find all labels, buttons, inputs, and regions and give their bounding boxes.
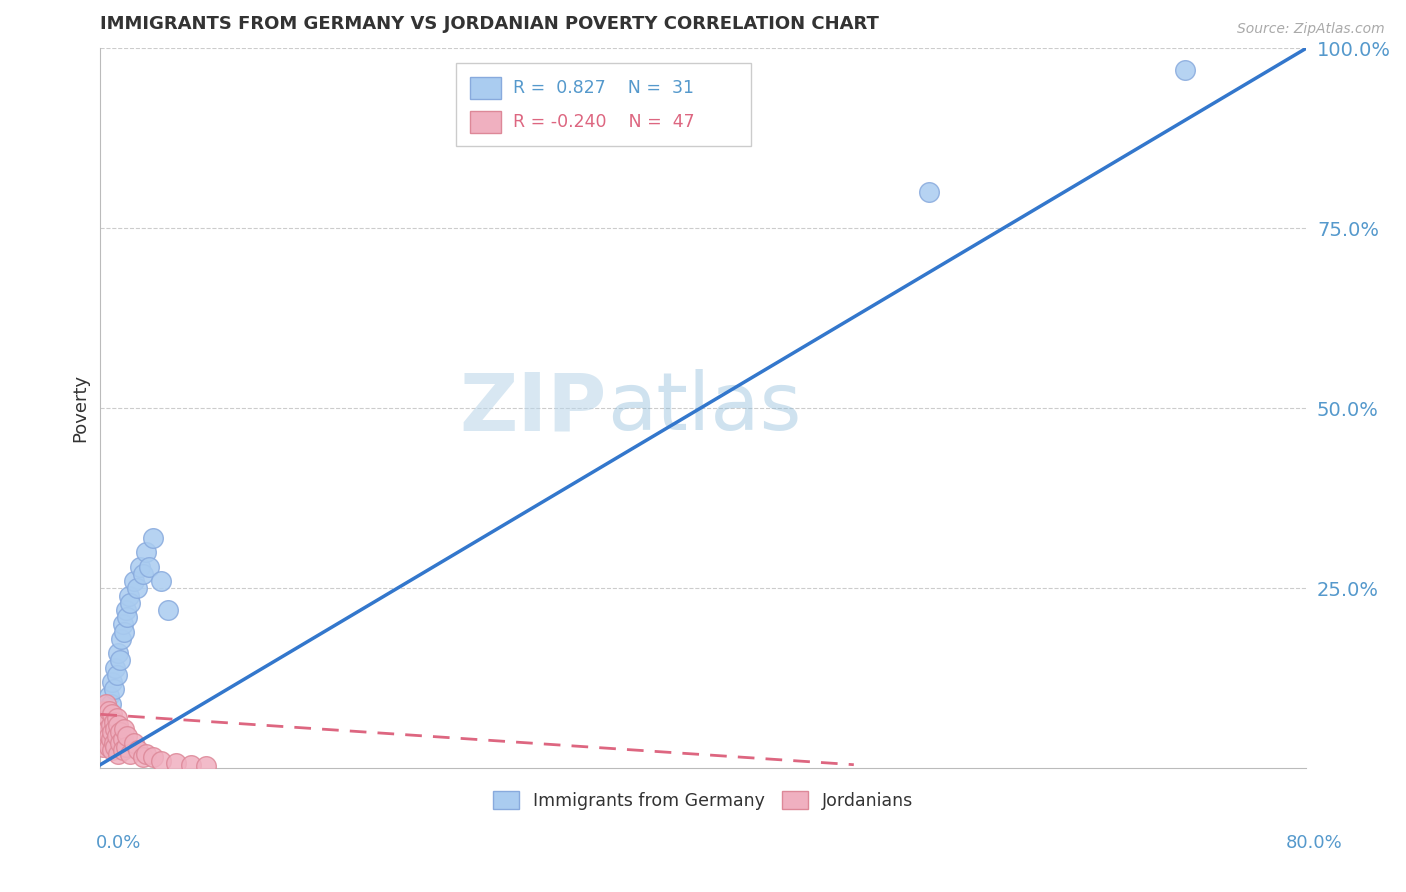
Point bbox=[101, 725, 124, 739]
Point bbox=[96, 704, 118, 718]
Text: R =  0.827    N =  31: R = 0.827 N = 31 bbox=[513, 79, 693, 97]
Point bbox=[94, 725, 117, 739]
Point bbox=[122, 574, 145, 588]
Point bbox=[97, 711, 120, 725]
Point bbox=[108, 653, 131, 667]
Point bbox=[194, 759, 217, 773]
Point bbox=[90, 732, 112, 747]
Bar bbox=[471, 112, 501, 133]
Point bbox=[111, 617, 134, 632]
Point bbox=[101, 743, 124, 757]
Y-axis label: Poverty: Poverty bbox=[72, 375, 89, 442]
Point bbox=[118, 589, 141, 603]
Text: R = -0.240    N =  47: R = -0.240 N = 47 bbox=[513, 113, 695, 131]
Bar bbox=[471, 78, 501, 99]
Point bbox=[138, 559, 160, 574]
Point bbox=[149, 754, 172, 768]
Point bbox=[122, 736, 145, 750]
Point bbox=[97, 722, 120, 736]
Point bbox=[114, 624, 136, 639]
Point bbox=[97, 736, 120, 750]
Point bbox=[98, 729, 121, 743]
Point bbox=[135, 747, 157, 761]
Legend: Immigrants from Germany, Jordanians: Immigrants from Germany, Jordanians bbox=[486, 785, 921, 817]
Point bbox=[1174, 63, 1197, 78]
Point bbox=[128, 559, 150, 574]
Text: IMMIGRANTS FROM GERMANY VS JORDANIAN POVERTY CORRELATION CHART: IMMIGRANTS FROM GERMANY VS JORDANIAN POV… bbox=[100, 15, 879, 33]
Point bbox=[90, 736, 112, 750]
Point bbox=[165, 756, 187, 770]
Point bbox=[918, 186, 941, 200]
Point bbox=[94, 722, 117, 736]
Point bbox=[149, 574, 172, 588]
Point bbox=[103, 682, 125, 697]
Point bbox=[111, 743, 134, 757]
Point bbox=[101, 674, 124, 689]
Point bbox=[104, 739, 127, 754]
Point bbox=[98, 739, 121, 754]
Point bbox=[105, 729, 128, 743]
Point bbox=[105, 711, 128, 725]
Point bbox=[96, 725, 118, 739]
Point bbox=[117, 729, 139, 743]
Point bbox=[94, 704, 117, 718]
Point bbox=[117, 610, 139, 624]
Point bbox=[125, 582, 148, 596]
Point bbox=[142, 750, 165, 764]
Point bbox=[93, 739, 115, 754]
Text: ZIP: ZIP bbox=[460, 369, 606, 448]
Text: atlas: atlas bbox=[606, 369, 801, 448]
Point bbox=[100, 697, 122, 711]
Point bbox=[120, 747, 142, 761]
Point bbox=[101, 707, 124, 722]
Point bbox=[100, 732, 122, 747]
Point bbox=[103, 714, 125, 729]
Point bbox=[96, 697, 118, 711]
Point bbox=[108, 725, 131, 739]
Point bbox=[131, 566, 153, 581]
Bar bbox=[456, 62, 751, 145]
Point bbox=[96, 714, 118, 729]
Point bbox=[111, 732, 134, 747]
Point bbox=[142, 531, 165, 545]
Point bbox=[127, 743, 149, 757]
Point bbox=[97, 711, 120, 725]
Point bbox=[157, 603, 180, 617]
Point bbox=[94, 732, 117, 747]
Point bbox=[93, 718, 115, 732]
Point bbox=[115, 603, 138, 617]
Text: Source: ZipAtlas.com: Source: ZipAtlas.com bbox=[1237, 22, 1385, 37]
Point bbox=[107, 718, 129, 732]
Text: 0.0%: 0.0% bbox=[96, 834, 141, 852]
Point bbox=[100, 718, 122, 732]
Point bbox=[93, 707, 115, 722]
Point bbox=[120, 596, 142, 610]
Point bbox=[90, 718, 112, 732]
Point bbox=[131, 750, 153, 764]
Point bbox=[110, 632, 132, 646]
Point bbox=[93, 729, 115, 743]
Text: 80.0%: 80.0% bbox=[1286, 834, 1343, 852]
Point bbox=[103, 736, 125, 750]
Point bbox=[107, 646, 129, 660]
Point bbox=[107, 747, 129, 761]
Point bbox=[180, 757, 202, 772]
Point bbox=[105, 667, 128, 681]
Point bbox=[98, 704, 121, 718]
Point bbox=[98, 690, 121, 704]
Point bbox=[135, 545, 157, 559]
Point bbox=[104, 722, 127, 736]
Point bbox=[115, 739, 138, 754]
Point bbox=[114, 722, 136, 736]
Point bbox=[104, 660, 127, 674]
Point bbox=[108, 736, 131, 750]
